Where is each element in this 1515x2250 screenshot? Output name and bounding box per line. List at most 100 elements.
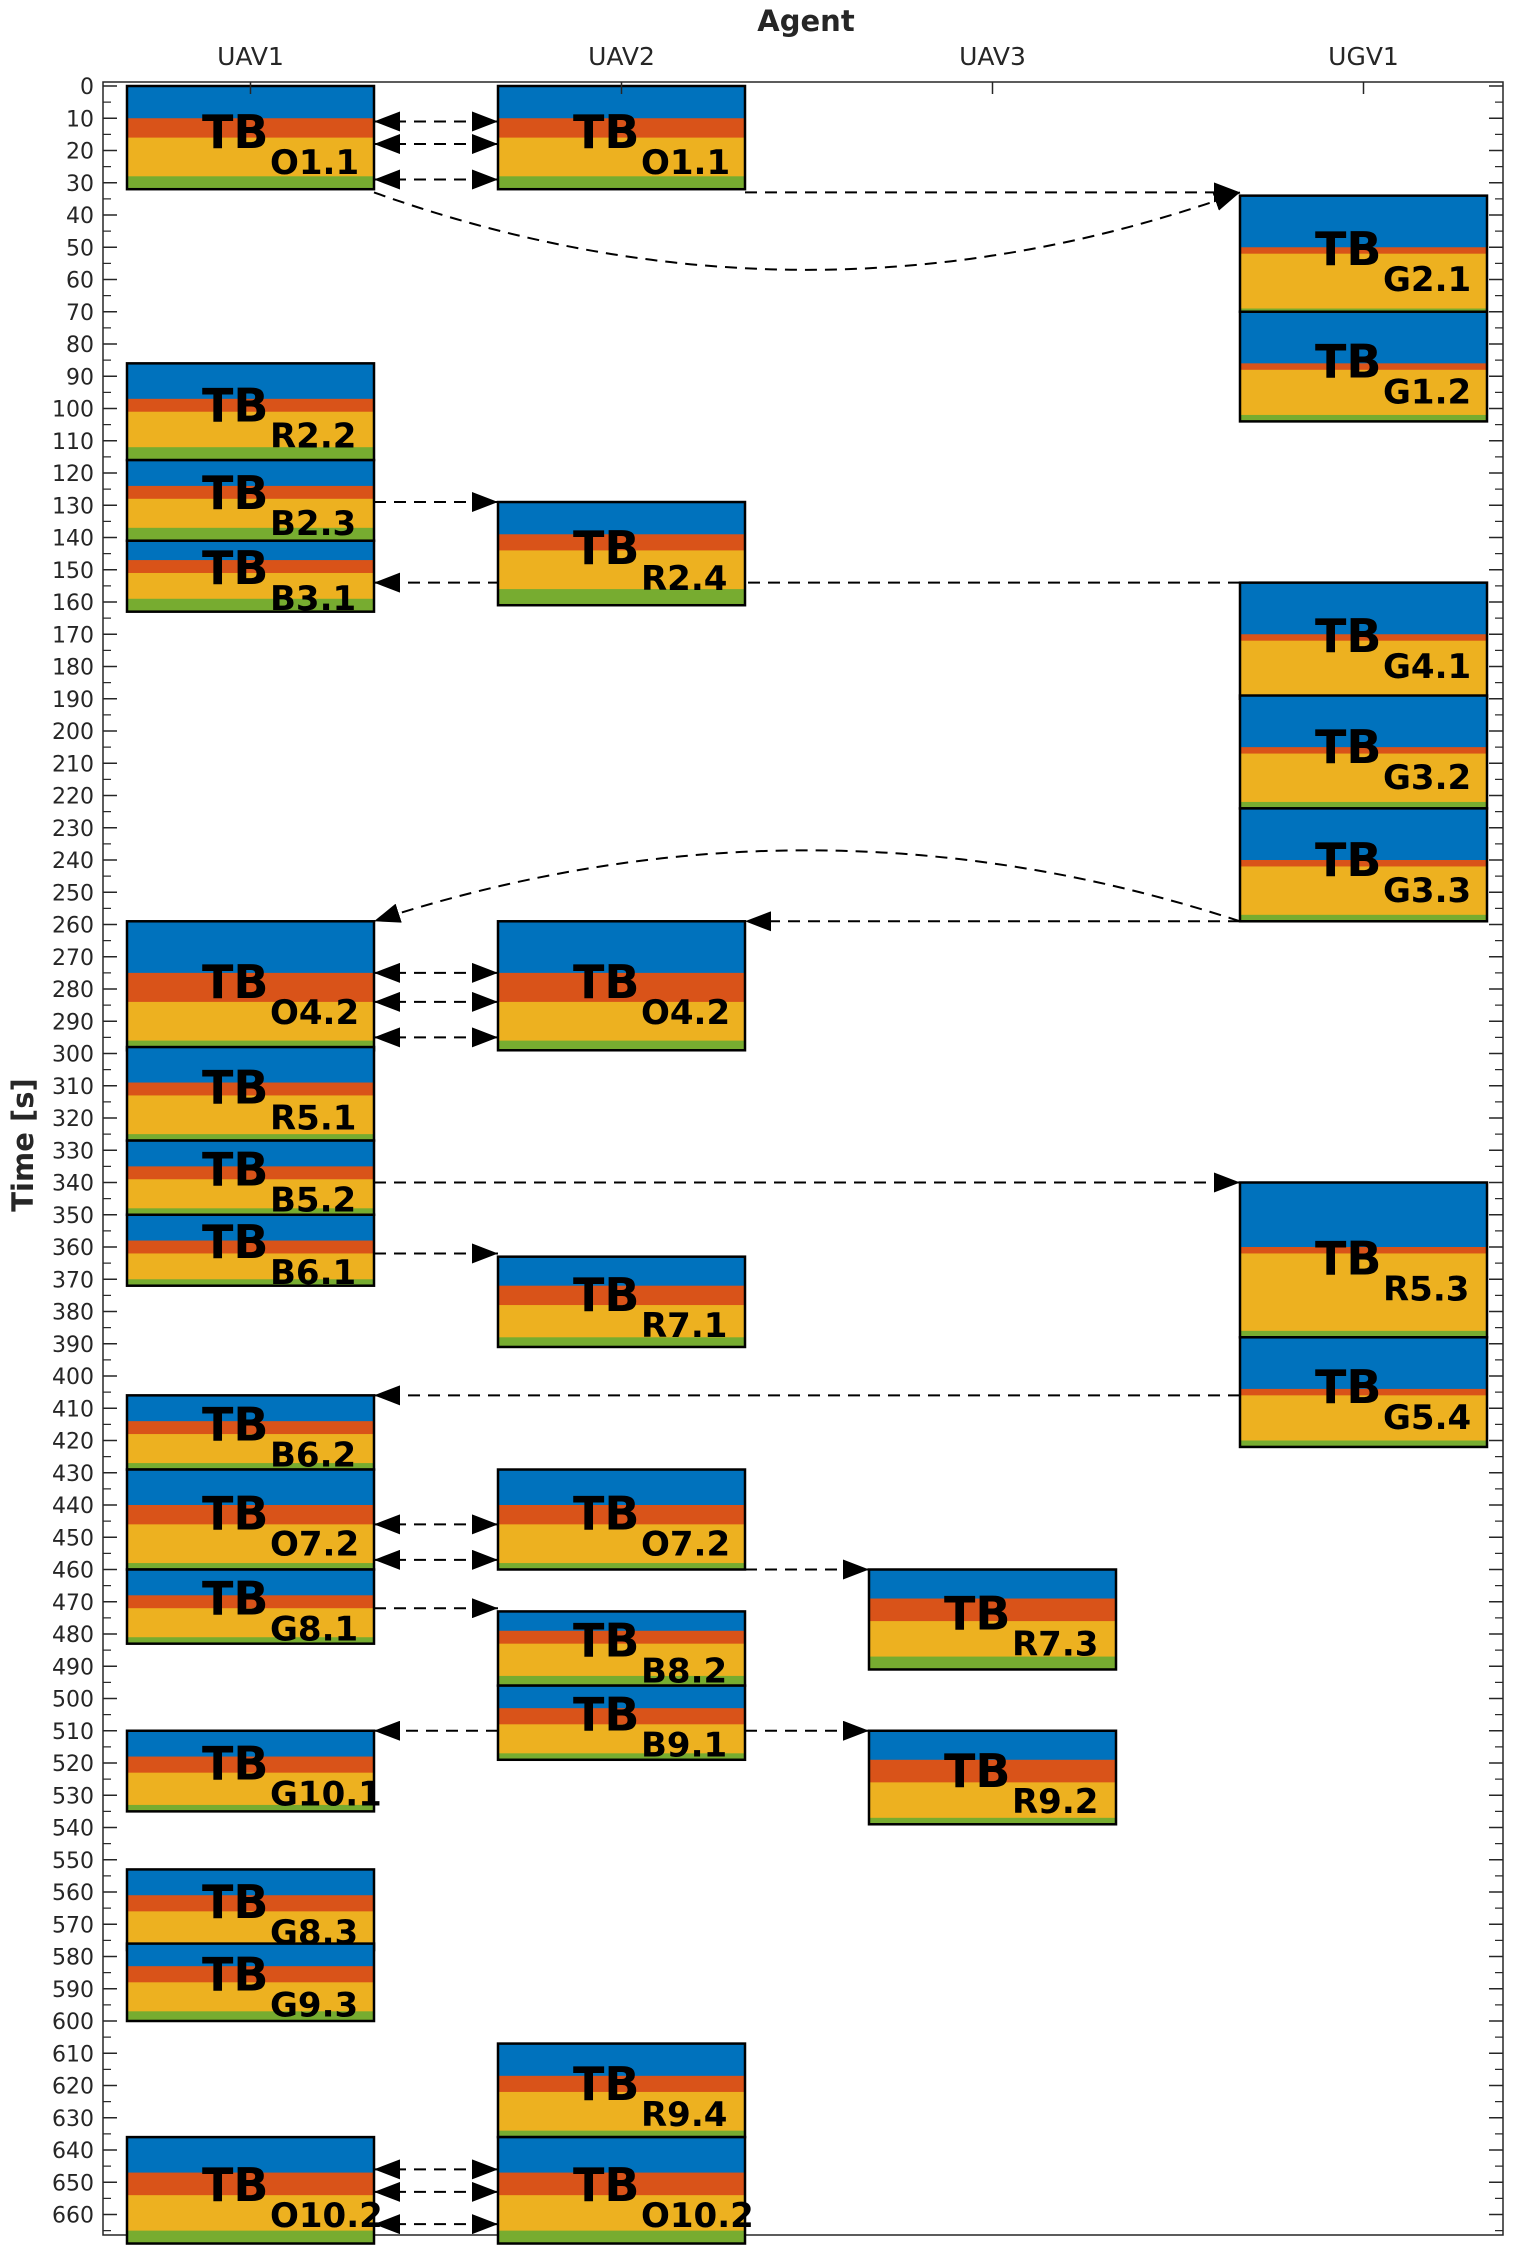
task-segment bbox=[127, 572, 374, 600]
task-sublabel: O4.2 bbox=[641, 993, 730, 1033]
task-segment bbox=[498, 1685, 745, 1709]
y-tick-label: 630 bbox=[52, 2107, 94, 2132]
y-tick-label: 100 bbox=[52, 398, 94, 423]
task-label: TB bbox=[202, 1215, 268, 1269]
task-segment bbox=[1240, 1247, 1487, 1255]
y-tick-label: 610 bbox=[52, 2042, 94, 2067]
task-label: TB bbox=[202, 1737, 268, 1791]
task-border bbox=[125, 1729, 376, 1813]
task-segment bbox=[498, 2137, 745, 2174]
task-sublabel: O7.2 bbox=[641, 1525, 730, 1565]
task-label: TB bbox=[202, 2158, 268, 2212]
y-tick-label: 50 bbox=[66, 236, 94, 261]
y-tick-label: 440 bbox=[52, 1494, 94, 1519]
task-segment bbox=[127, 1730, 374, 1758]
task-segment bbox=[127, 1569, 374, 1596]
task-label: TB bbox=[573, 105, 639, 159]
task-sublabel: G4.1 bbox=[1383, 647, 1471, 687]
y-tick-label: 370 bbox=[52, 1268, 94, 1293]
task-segment bbox=[1240, 582, 1487, 635]
task-segment bbox=[127, 1595, 374, 1609]
task-sublabel: O1.1 bbox=[641, 143, 730, 183]
task-segment bbox=[127, 1966, 374, 1983]
task-label: TB bbox=[1315, 609, 1381, 663]
task-segment bbox=[127, 460, 374, 487]
task-segment bbox=[498, 2195, 745, 2232]
task-sublabel: R5.1 bbox=[270, 1098, 356, 1138]
task-segment bbox=[498, 1337, 745, 1348]
task-border bbox=[496, 1255, 747, 1349]
y-tick-label: 520 bbox=[52, 1752, 94, 1777]
y-tick-label: 280 bbox=[52, 978, 94, 1003]
y-tick-label: 490 bbox=[52, 1655, 94, 1680]
y-tick-label: 300 bbox=[52, 1043, 94, 1068]
task-segment bbox=[127, 1208, 374, 1216]
y-tick-label: 650 bbox=[52, 2171, 94, 2196]
agent-label: UGV1 bbox=[1328, 42, 1399, 71]
y-tick-label: 470 bbox=[52, 1591, 94, 1616]
y-tick-label: 170 bbox=[52, 623, 94, 648]
y-tick-label: 40 bbox=[66, 204, 94, 229]
y-tick-label: 570 bbox=[52, 1913, 94, 1938]
task-segment bbox=[127, 1082, 374, 1097]
task-segment bbox=[127, 1469, 374, 1506]
task-sublabel: R2.4 bbox=[641, 559, 727, 599]
task-segment bbox=[127, 1047, 374, 1084]
task-segment bbox=[127, 1463, 374, 1471]
task-sublabel: G2.1 bbox=[1383, 260, 1471, 300]
task-border bbox=[1238, 310, 1489, 423]
task-segment bbox=[127, 972, 374, 1003]
y-tick-label: 340 bbox=[52, 1172, 94, 1197]
task-segment bbox=[869, 1569, 1116, 1600]
task-segment bbox=[498, 1630, 745, 1645]
task-segment bbox=[127, 1434, 374, 1464]
task-label: TB bbox=[573, 1487, 639, 1541]
task-segment bbox=[127, 1040, 374, 1051]
task-segment bbox=[1240, 1337, 1487, 1390]
task-segment bbox=[127, 921, 374, 974]
task-sublabel: B2.3 bbox=[270, 504, 356, 544]
y-tick-label: 230 bbox=[52, 817, 94, 842]
task-label: TB bbox=[1315, 833, 1381, 887]
task-segment bbox=[1240, 914, 1487, 922]
task-border bbox=[867, 1729, 1118, 1826]
agent-label: UAV2 bbox=[588, 42, 655, 71]
y-tick-label: 620 bbox=[52, 2075, 94, 2100]
y-tick-label: 20 bbox=[66, 140, 94, 165]
y-tick-label: 660 bbox=[52, 2204, 94, 2229]
y-tick-label: 210 bbox=[52, 752, 94, 777]
task-segment bbox=[498, 2075, 745, 2093]
task-label: TB bbox=[573, 955, 639, 1009]
task-segment bbox=[498, 550, 745, 590]
task-segment bbox=[869, 1598, 1116, 1622]
y-tick-label: 240 bbox=[52, 849, 94, 874]
task-sublabel: O7.2 bbox=[270, 1525, 359, 1565]
y-tick-label: 530 bbox=[52, 1784, 94, 1809]
task-segment bbox=[1240, 860, 1487, 868]
task-segment bbox=[1240, 253, 1487, 310]
task-segment bbox=[498, 1505, 745, 1525]
task-segment bbox=[1240, 369, 1487, 416]
task-border bbox=[496, 920, 747, 1052]
y-tick-label: 360 bbox=[52, 1236, 94, 1261]
task-segment bbox=[127, 1253, 374, 1280]
task-segment bbox=[1240, 753, 1487, 803]
y-tick-label: 0 bbox=[80, 75, 94, 100]
y-tick-label: 10 bbox=[66, 107, 94, 132]
task-segment bbox=[1240, 747, 1487, 755]
task-border bbox=[1238, 1336, 1489, 1449]
y-tick-label: 200 bbox=[52, 720, 94, 745]
task-label: TB bbox=[944, 1586, 1010, 1640]
task-segment bbox=[1240, 801, 1487, 809]
task-segment bbox=[1240, 640, 1487, 697]
